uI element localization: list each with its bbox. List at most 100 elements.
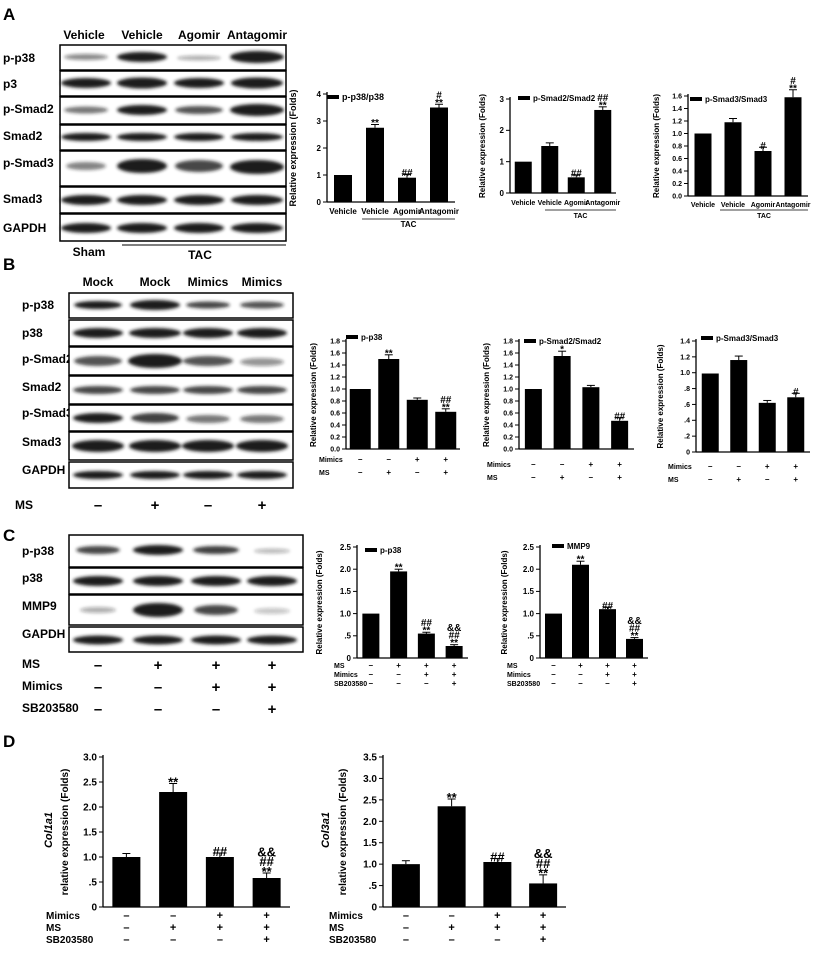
bar [391, 864, 420, 907]
chart-a1: 0 1 2 3 4 Relative expression (Folds) p-p38/p3… [288, 89, 459, 229]
legend-label: p-Smad2/Smad2 [539, 337, 602, 346]
significance-label: ** [442, 402, 450, 413]
condition-sign: + [793, 462, 798, 471]
y-tick-label: 0.6 [503, 410, 513, 417]
significance-label: ## [259, 854, 274, 869]
blot-a-row-label: p3 [3, 77, 17, 91]
blot-b-ms-sign: + [258, 497, 267, 514]
condition-label: MS [329, 923, 344, 934]
y-tick-label: .5 [527, 632, 534, 641]
condition-sign: + [452, 661, 457, 670]
y-tick-label: 0.0 [330, 446, 340, 453]
condition-sign: + [632, 670, 637, 679]
y-tick-label: 1.5 [83, 828, 97, 839]
condition-sign: + [589, 460, 594, 469]
panel-letter-a: A [3, 5, 15, 24]
significance-label: ## [401, 168, 413, 179]
y-axis-label: Relative expression (Folds) [478, 94, 487, 198]
y-tick-label: .5 [344, 632, 351, 641]
x-category-label: Vehicle [538, 200, 562, 207]
y-tick-label: 1.0 [340, 609, 352, 618]
blot-a-row-label: p-Smad2 [3, 102, 54, 116]
y-tick-label: 0 [317, 198, 322, 207]
y-tick-label: 3 [317, 117, 322, 126]
bar [787, 397, 805, 452]
blot-b-row-label: GAPDH [22, 463, 65, 477]
panel-letter-d: D [3, 732, 15, 751]
condition-sign: + [765, 462, 770, 471]
bar [437, 806, 466, 907]
condition-sign: – [358, 468, 363, 477]
condition-sign: + [263, 922, 269, 934]
bar [430, 107, 448, 202]
y-tick-label: 1.4 [503, 362, 513, 369]
blot-b-lane-header: Mimics [188, 275, 229, 289]
blot-c-row-label: GAPDH [22, 627, 65, 641]
y-tick-label: 0 [91, 903, 97, 914]
bar [514, 161, 532, 193]
y-axis-label: Relative expression (Folds) [309, 343, 318, 447]
bar [572, 564, 589, 658]
bar [529, 883, 558, 907]
blot-b-lane-header: Mock [83, 275, 114, 289]
condition-sign: – [605, 679, 610, 688]
condition-sign: – [737, 462, 742, 471]
condition-sign: + [448, 922, 454, 934]
y-tick-label: 1.5 [523, 587, 535, 596]
x-category-label: Agomir [393, 207, 421, 216]
chart-d2: 0 .5 1.0 1.5 2.0 2.5 3.0 3.5 relative expression… [320, 753, 566, 946]
y-tick-label: 0 [530, 654, 535, 663]
condition-label: MS [507, 663, 518, 670]
condition-sign: + [452, 670, 457, 679]
gene-label: Col1a1 [43, 812, 55, 848]
legend-label: p-Smad3/Smad3 [716, 334, 779, 343]
condition-sign: – [123, 910, 129, 922]
bar [417, 633, 435, 658]
bar [594, 109, 612, 193]
y-tick-label: 1.6 [330, 350, 340, 357]
group-label: TAC [574, 213, 588, 220]
y-tick-label: 2.0 [523, 565, 535, 574]
bar [366, 127, 384, 202]
condition-sign: – [494, 934, 500, 946]
condition-sign: – [358, 455, 363, 464]
blot-a-lane-header: Antagomir [227, 28, 287, 42]
legend-label: p-p38/p38 [342, 92, 384, 102]
condition-sign: + [386, 468, 391, 477]
condition-sign: + [632, 679, 637, 688]
bar [758, 402, 776, 452]
bar [545, 613, 562, 658]
y-tick-label: 0.0 [672, 193, 682, 200]
condition-sign: + [443, 468, 448, 477]
y-tick-label: 2.0 [363, 817, 377, 828]
blot-c-cond-label: Mimics [22, 679, 63, 693]
significance-label: && [534, 846, 553, 861]
y-axis-label: Relative expression (Folds) [288, 89, 298, 206]
chart-a2: 0 1 2 3 Relative expression (Folds) p-Smad2/S… [478, 93, 621, 220]
x-category-label: Antagomir [419, 207, 459, 216]
blot-c-sign: – [94, 701, 102, 718]
y-tick-label: 2.0 [83, 803, 97, 814]
chart-b2: 0.0 0.2 0.4 0.6 0.8 1.0 1.2 1.4 1.6 1.8 Relative e… [482, 337, 634, 482]
bar [541, 146, 559, 193]
y-tick-label: 0 [371, 903, 377, 914]
condition-sign: – [708, 462, 713, 471]
bar [730, 360, 748, 452]
y-tick-label: 1.0 [330, 386, 340, 393]
blot-b-row-label: Smad2 [22, 380, 62, 394]
significance-label: ** [435, 98, 443, 109]
significance-label: # [436, 90, 442, 101]
blot-c-sign: + [268, 701, 277, 718]
y-tick-label: 3.0 [83, 753, 97, 764]
blot-a-lane-header: Vehicle [63, 28, 105, 42]
significance-label: ## [490, 849, 505, 864]
bar [252, 878, 281, 907]
blot-b-ms-label: MS [15, 498, 33, 512]
condition-sign: – [531, 460, 536, 469]
significance-label: && [447, 623, 461, 634]
y-tick-label: 3.5 [363, 753, 377, 764]
significance-label: ** [631, 631, 639, 642]
y-tick-label: 0.8 [330, 398, 340, 405]
condition-sign: + [424, 661, 429, 670]
condition-label: Mimics [319, 457, 343, 464]
